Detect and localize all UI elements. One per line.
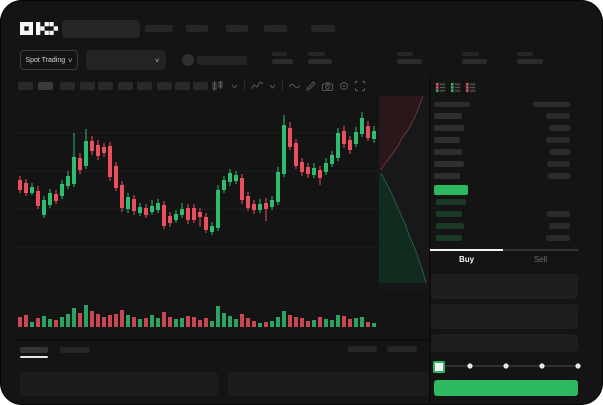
stat-value xyxy=(397,59,422,64)
subheader-pill xyxy=(197,56,247,65)
bottom-tab[interactable] xyxy=(60,347,90,353)
trade-tabs-divider xyxy=(430,249,578,251)
timeframe-button-active[interactable] xyxy=(38,82,53,90)
orderbook-view-asks-icon[interactable] xyxy=(465,82,476,93)
nav-item[interactable] xyxy=(226,25,248,32)
timeframe-button[interactable] xyxy=(18,82,33,90)
nav-item[interactable] xyxy=(186,25,208,32)
ask-amount-bar xyxy=(550,149,570,155)
stat-label xyxy=(308,52,325,56)
ask-amount-bar xyxy=(546,137,570,143)
ask-amount-bar xyxy=(549,125,570,131)
chevron-down-icon: ∨ xyxy=(67,57,74,64)
trade-input[interactable] xyxy=(430,274,578,299)
search-bar[interactable] xyxy=(62,20,140,38)
timeframe-button[interactable] xyxy=(118,82,133,90)
bottom-panel xyxy=(20,372,218,396)
pair-selector-dropdown[interactable]: ∨ xyxy=(86,50,166,70)
timeframe-button[interactable] xyxy=(157,82,172,90)
stat-value xyxy=(517,59,543,64)
camera-snapshot-icon[interactable] xyxy=(322,82,333,91)
orderbook-view-both-icon[interactable] xyxy=(435,82,446,93)
user-avatar[interactable] xyxy=(182,54,194,66)
amount-slider-handle[interactable] xyxy=(433,361,445,373)
ask-amount-bar xyxy=(548,173,570,179)
ask-price-bar[interactable] xyxy=(434,137,460,143)
orderbook-col-header-price xyxy=(434,102,470,107)
stat-label xyxy=(517,52,533,56)
bid-price-bar[interactable] xyxy=(436,223,464,229)
draw-pencil-icon[interactable] xyxy=(306,81,316,91)
ask-amount-bar xyxy=(546,113,570,119)
ask-price-bar[interactable] xyxy=(434,161,464,167)
market-type-dropdown[interactable]: Spot Trading ∨ xyxy=(20,50,78,70)
orderbook-view-bids-icon[interactable] xyxy=(450,82,461,93)
tab-sell[interactable]: Sell xyxy=(533,255,548,264)
timeframe-button[interactable] xyxy=(80,82,95,90)
stat-value xyxy=(272,59,293,64)
stat-value xyxy=(462,59,487,64)
settings-gear-icon[interactable] xyxy=(339,81,349,91)
bid-price-bar[interactable] xyxy=(436,211,462,217)
indicators-icon[interactable] xyxy=(251,81,263,91)
fullscreen-icon[interactable] xyxy=(355,81,365,91)
chevron-down-icon[interactable] xyxy=(231,84,238,89)
toolbar-divider xyxy=(282,81,283,91)
ask-amount-bar xyxy=(547,161,570,167)
timeframe-button[interactable] xyxy=(98,82,113,90)
timeframe-button[interactable] xyxy=(193,82,208,90)
timeframe-button[interactable] xyxy=(175,82,190,90)
bid-amount-bar xyxy=(549,223,570,229)
chevron-down-icon[interactable] xyxy=(269,84,276,89)
toolbar-divider xyxy=(244,81,245,91)
ask-price-bar[interactable] xyxy=(434,125,464,131)
ask-price-bar[interactable] xyxy=(434,113,462,119)
bottom-tab-active[interactable] xyxy=(20,347,48,353)
bottom-action[interactable] xyxy=(348,346,377,352)
ask-price-bar[interactable] xyxy=(434,149,462,155)
stat-label xyxy=(397,52,413,56)
stat-value xyxy=(308,59,332,64)
nav-item[interactable] xyxy=(145,25,173,32)
buy-submit-button[interactable] xyxy=(434,380,578,396)
tab-buy[interactable]: Buy xyxy=(458,255,475,264)
bid-amount-bar xyxy=(546,235,570,241)
last-price-indicator[interactable] xyxy=(434,185,468,195)
okx-logo[interactable] xyxy=(20,22,58,35)
trade-input[interactable] xyxy=(430,334,578,352)
candle-style-icon[interactable] xyxy=(212,81,225,91)
stat-label xyxy=(272,52,287,56)
stat-label xyxy=(462,52,479,56)
timeframe-button[interactable] xyxy=(60,82,75,90)
market-type-label: Spot Trading xyxy=(25,56,66,64)
trade-input[interactable] xyxy=(430,304,578,329)
orderbook-col-header-amount xyxy=(533,102,570,107)
chart-toolbar xyxy=(205,80,365,92)
nav-item[interactable] xyxy=(311,25,335,32)
section-divider xyxy=(14,339,429,341)
nav-item[interactable] xyxy=(264,25,287,32)
bottom-action[interactable] xyxy=(387,346,417,352)
bid-price-bar[interactable] xyxy=(436,199,466,205)
bottom-panel xyxy=(228,372,430,396)
ask-price-bar[interactable] xyxy=(434,173,460,179)
bottom-tab-underline xyxy=(20,356,48,358)
bid-price-bar[interactable] xyxy=(436,235,462,241)
bid-amount-bar xyxy=(547,211,570,217)
trade-tabs-active-indicator xyxy=(430,249,503,251)
timeframe-button[interactable] xyxy=(137,82,152,90)
panel-divider xyxy=(429,76,431,405)
line-tool-icon[interactable] xyxy=(289,82,300,90)
orderbook-layout-toggles xyxy=(435,82,476,93)
chevron-down-icon: ∨ xyxy=(153,57,160,64)
